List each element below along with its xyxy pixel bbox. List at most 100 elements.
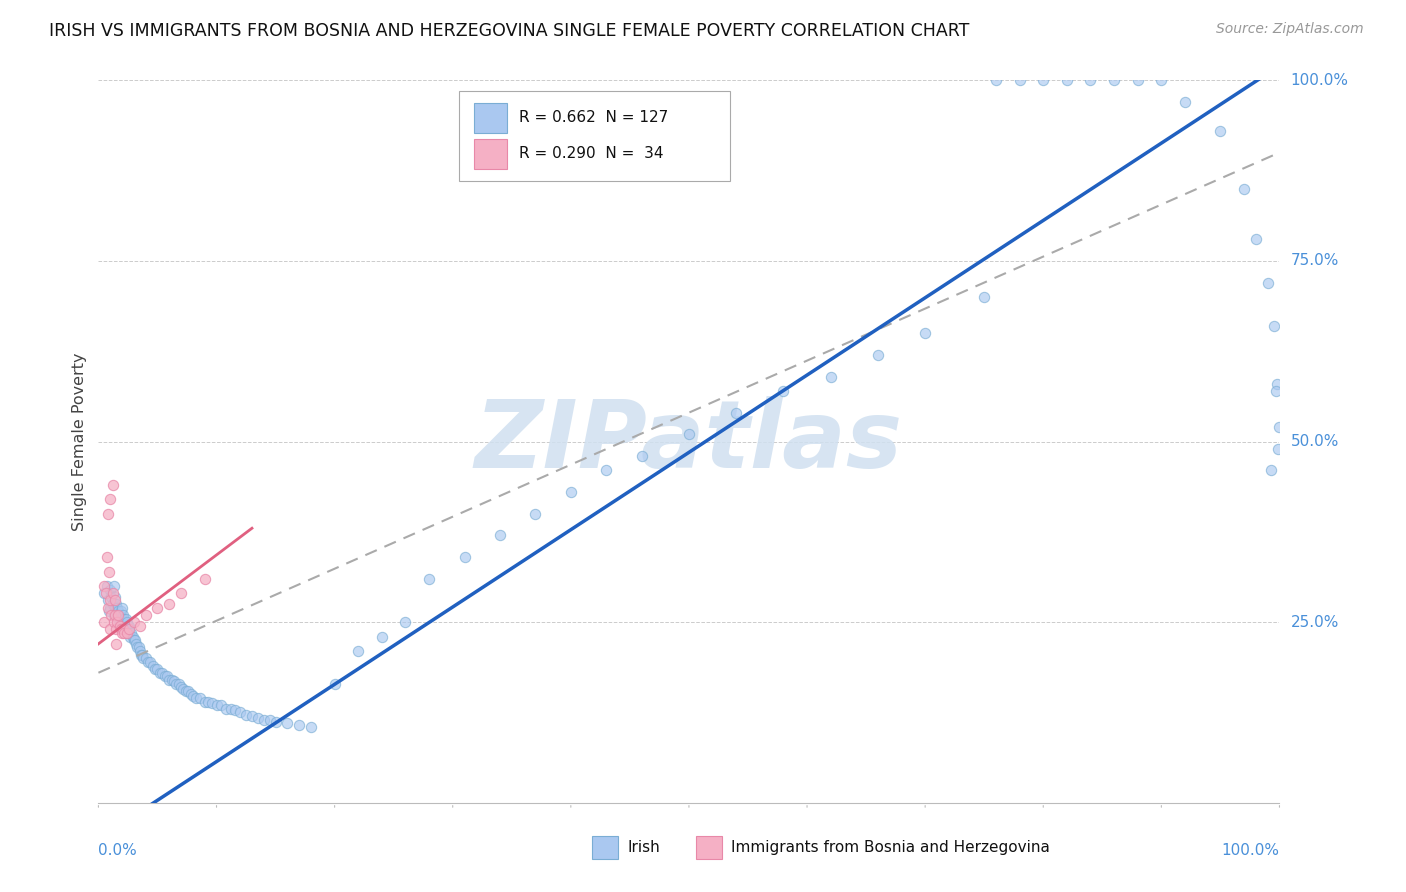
- Point: [224, 703, 246, 717]
- Point: [112, 626, 135, 640]
- Point: [107, 607, 129, 622]
- FancyBboxPatch shape: [474, 139, 508, 169]
- Point: [984, 73, 1007, 87]
- Point: [98, 565, 121, 579]
- Point: [117, 626, 139, 640]
- Point: [149, 665, 172, 680]
- Point: [453, 550, 475, 565]
- Point: [914, 326, 936, 340]
- Point: [103, 607, 125, 622]
- Point: [105, 600, 128, 615]
- Point: [128, 644, 150, 658]
- Point: [1056, 73, 1078, 87]
- Point: [114, 623, 136, 637]
- Point: [101, 597, 124, 611]
- Point: [112, 619, 135, 633]
- FancyBboxPatch shape: [458, 91, 730, 181]
- Point: [115, 626, 138, 640]
- Point: [240, 709, 263, 723]
- Text: Source: ZipAtlas.com: Source: ZipAtlas.com: [1216, 22, 1364, 37]
- Point: [973, 290, 995, 304]
- Point: [112, 615, 135, 630]
- Point: [96, 579, 118, 593]
- Point: [188, 691, 211, 706]
- Point: [253, 713, 276, 727]
- Point: [194, 695, 217, 709]
- FancyBboxPatch shape: [474, 103, 508, 133]
- Point: [866, 348, 889, 362]
- Point: [194, 572, 217, 586]
- Point: [136, 655, 159, 669]
- Point: [170, 680, 193, 694]
- Point: [1265, 376, 1288, 391]
- Point: [105, 597, 128, 611]
- Point: [170, 586, 193, 600]
- Point: [163, 674, 186, 689]
- Point: [97, 507, 120, 521]
- Point: [98, 492, 121, 507]
- Point: [127, 640, 149, 655]
- Text: R = 0.662  N = 127: R = 0.662 N = 127: [519, 111, 668, 126]
- Point: [524, 507, 547, 521]
- Point: [1267, 442, 1289, 456]
- Point: [122, 615, 145, 630]
- Point: [820, 369, 842, 384]
- Point: [1174, 95, 1197, 109]
- Point: [259, 714, 281, 728]
- Point: [115, 623, 138, 637]
- Point: [124, 633, 146, 648]
- Text: 75.0%: 75.0%: [1291, 253, 1339, 268]
- Point: [110, 604, 132, 618]
- Point: [132, 651, 155, 665]
- Point: [678, 427, 700, 442]
- Point: [215, 702, 238, 716]
- Point: [110, 611, 132, 625]
- Point: [105, 615, 128, 630]
- Point: [121, 630, 143, 644]
- Text: 100.0%: 100.0%: [1222, 843, 1279, 857]
- Point: [111, 619, 134, 633]
- Point: [100, 590, 122, 604]
- Point: [98, 593, 121, 607]
- Point: [595, 463, 617, 477]
- Point: [98, 604, 121, 618]
- Point: [418, 572, 440, 586]
- Point: [108, 619, 131, 633]
- Point: [181, 689, 204, 703]
- Point: [115, 615, 138, 630]
- Point: [264, 714, 287, 729]
- Point: [107, 611, 129, 625]
- Point: [121, 626, 143, 640]
- Point: [94, 586, 117, 600]
- Point: [219, 702, 242, 716]
- Point: [104, 607, 127, 622]
- Point: [104, 593, 127, 607]
- Point: [1233, 182, 1256, 196]
- Point: [120, 630, 142, 644]
- Point: [1209, 124, 1232, 138]
- Point: [105, 607, 128, 622]
- Point: [146, 662, 169, 676]
- Point: [108, 615, 131, 630]
- Point: [394, 615, 416, 630]
- Point: [186, 691, 208, 706]
- Point: [103, 615, 125, 630]
- Point: [101, 586, 124, 600]
- Point: [347, 644, 370, 658]
- Point: [150, 665, 173, 680]
- Point: [209, 698, 232, 713]
- Point: [180, 687, 202, 701]
- Text: 50.0%: 50.0%: [1291, 434, 1339, 449]
- Text: Immigrants from Bosnia and Herzegovina: Immigrants from Bosnia and Herzegovina: [731, 840, 1050, 855]
- Point: [135, 651, 157, 665]
- Point: [117, 619, 139, 633]
- Point: [153, 669, 176, 683]
- FancyBboxPatch shape: [592, 836, 619, 859]
- Point: [560, 485, 582, 500]
- Point: [93, 586, 115, 600]
- Point: [177, 683, 200, 698]
- Point: [97, 600, 120, 615]
- Point: [98, 623, 121, 637]
- Point: [122, 633, 145, 648]
- Point: [111, 626, 134, 640]
